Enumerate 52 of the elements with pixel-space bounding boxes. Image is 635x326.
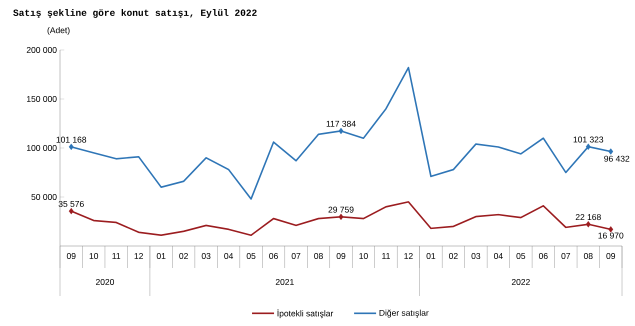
legend-label: Diğer satışlar — [380, 310, 429, 318]
chart-title: Satış şekline göre konut satışı, Eylül 2022 — [13, 9, 257, 18]
data-label: 16 970 — [598, 232, 624, 239]
x-tick-label: 09 — [606, 253, 616, 260]
data-label: 22 168 — [576, 214, 601, 220]
x-tick-label: 09 — [336, 253, 346, 260]
x-tick-label: 07 — [561, 253, 570, 260]
data-label: 29 759 — [328, 206, 354, 213]
x-tick-label: 12 — [404, 253, 413, 259]
x-tick-label: 02 — [449, 253, 458, 260]
point — [338, 128, 344, 134]
x-tick-label: 07 — [292, 253, 300, 260]
x-tick-label: 01 — [156, 253, 166, 260]
text: 2022 — [512, 279, 530, 285]
x-tick-label: 03 — [472, 253, 480, 260]
data-label: 101 323 — [574, 136, 604, 142]
y-tick-label: 200 000 — [26, 47, 57, 53]
x-tick-label: 08 — [584, 253, 593, 260]
point — [608, 226, 614, 233]
x-tick-label: 09 — [66, 253, 76, 260]
x-tick-label: 04 — [494, 253, 503, 260]
x-tick-label: 10 — [90, 253, 98, 260]
x-tick-label: 10 — [359, 253, 368, 260]
y-tick-label: 100 000 — [27, 145, 57, 151]
point — [68, 208, 74, 214]
y-tick-label: 150 000 — [27, 96, 57, 102]
x-tick-label: 05 — [516, 253, 526, 260]
point — [68, 144, 74, 150]
x-tick-label: 08 — [314, 253, 323, 260]
y-axis-title: (Adet) — [48, 27, 70, 35]
x-tick-label: 11 — [382, 253, 390, 259]
x-tick-label: 11 — [112, 253, 120, 259]
text: 2020 — [96, 279, 114, 285]
data-label: 96 432 — [604, 156, 630, 162]
x-tick-label: 02 — [179, 253, 188, 260]
data-label: 101 168 — [56, 136, 86, 143]
x-tick-label: 06 — [538, 253, 548, 260]
x-tick-label: 12 — [134, 253, 143, 259]
point — [586, 144, 591, 150]
legend-label: İpotekli satışlar — [278, 308, 334, 318]
point — [338, 214, 344, 220]
x-tick-label: 01 — [426, 253, 436, 260]
y-tick-label: 50 000 — [31, 194, 57, 200]
point — [586, 221, 591, 228]
x-tick-label: 04 — [224, 253, 234, 260]
data-label: 35 576 — [58, 200, 84, 207]
x-tick-label: 06 — [269, 253, 278, 260]
point — [608, 148, 614, 155]
data-label: 117 384 — [326, 120, 356, 127]
x-tick-label: 03 — [202, 253, 210, 260]
x-tick-label: 05 — [246, 253, 256, 260]
text: 2021 — [276, 279, 294, 285]
